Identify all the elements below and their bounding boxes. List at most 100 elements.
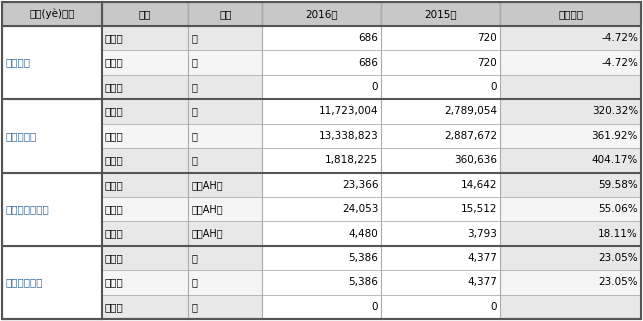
Text: 5,386: 5,386 (349, 277, 378, 287)
Text: 720: 720 (478, 33, 497, 43)
Bar (262, 221, 381, 246)
Bar (381, 2, 500, 26)
Text: 鋰離子動力電池: 鋰離子動力電池 (5, 204, 49, 214)
Bar (500, 75, 641, 99)
Text: 件: 件 (192, 131, 197, 141)
Bar (262, 197, 381, 221)
Text: 生產量: 生產量 (105, 277, 123, 287)
Bar (262, 26, 381, 50)
Bar (188, 50, 262, 75)
Text: 庫存量: 庫存量 (105, 82, 123, 92)
Text: 套: 套 (192, 33, 197, 43)
Bar (188, 75, 262, 99)
Text: 單位: 單位 (219, 9, 231, 19)
Bar (102, 172, 188, 197)
Bar (102, 197, 188, 221)
Text: 件: 件 (192, 107, 197, 117)
Text: 同比增減: 同比增減 (558, 9, 583, 19)
Bar (188, 246, 262, 270)
Text: 686: 686 (359, 33, 378, 43)
Bar (500, 221, 641, 246)
Bar (102, 295, 188, 319)
Text: 件: 件 (192, 253, 197, 263)
Text: 59.58%: 59.58% (598, 180, 638, 190)
Text: 4,377: 4,377 (467, 277, 497, 287)
Text: 0: 0 (372, 82, 378, 92)
Bar (102, 99, 188, 124)
Text: 14,642: 14,642 (461, 180, 497, 190)
Text: 銷售量: 銷售量 (105, 180, 123, 190)
Bar (381, 221, 500, 246)
Text: 404.17%: 404.17% (592, 155, 638, 165)
Text: （萬AH）: （萬AH） (192, 204, 223, 214)
Text: 行業(yè)分類: 行業(yè)分類 (29, 9, 75, 19)
Text: 4,480: 4,480 (349, 229, 378, 239)
Bar (188, 221, 262, 246)
Bar (381, 172, 500, 197)
Text: 23.05%: 23.05% (599, 253, 638, 263)
Bar (381, 50, 500, 75)
Bar (500, 270, 641, 295)
Bar (188, 148, 262, 172)
Bar (381, 197, 500, 221)
Bar (188, 270, 262, 295)
Text: 2016年: 2016年 (305, 9, 338, 19)
Bar (102, 26, 188, 50)
Text: 2,887,672: 2,887,672 (444, 131, 497, 141)
Text: 4,377: 4,377 (467, 253, 497, 263)
Bar (188, 99, 262, 124)
Text: 套: 套 (192, 82, 197, 92)
Text: 24,053: 24,053 (342, 204, 378, 214)
Text: 23,366: 23,366 (342, 180, 378, 190)
Bar (500, 26, 641, 50)
Text: 361.92%: 361.92% (592, 131, 638, 141)
Bar (500, 99, 641, 124)
Text: 生產量: 生產量 (105, 131, 123, 141)
Bar (188, 172, 262, 197)
Text: 0: 0 (372, 302, 378, 312)
Bar (188, 295, 262, 319)
Bar (102, 75, 188, 99)
Text: 件: 件 (192, 302, 197, 312)
Text: 360,636: 360,636 (455, 155, 497, 165)
Text: 3,793: 3,793 (467, 229, 497, 239)
Bar (500, 50, 641, 75)
Text: 套: 套 (192, 58, 197, 68)
Text: 生產量: 生產量 (105, 58, 123, 68)
Text: 55.06%: 55.06% (599, 204, 638, 214)
Text: 5,386: 5,386 (349, 253, 378, 263)
Bar (262, 172, 381, 197)
Text: 0: 0 (491, 82, 497, 92)
Bar (188, 26, 262, 50)
Bar (500, 295, 641, 319)
Text: 720: 720 (478, 58, 497, 68)
Bar (500, 148, 641, 172)
Text: 11,723,004: 11,723,004 (319, 107, 378, 117)
Bar (262, 2, 381, 26)
Bar (102, 246, 188, 270)
Bar (188, 124, 262, 148)
Bar (500, 197, 641, 221)
Bar (381, 26, 500, 50)
Text: 2,789,054: 2,789,054 (444, 107, 497, 117)
Bar (262, 148, 381, 172)
Text: -4.72%: -4.72% (601, 58, 638, 68)
Text: 13,338,823: 13,338,823 (319, 131, 378, 141)
Bar (262, 50, 381, 75)
Bar (262, 246, 381, 270)
Text: 2015年: 2015年 (424, 9, 457, 19)
Text: 320.32%: 320.32% (592, 107, 638, 117)
Bar (381, 295, 500, 319)
Bar (262, 270, 381, 295)
Text: 項目: 項目 (139, 9, 151, 19)
Text: 生產量: 生產量 (105, 204, 123, 214)
Bar (262, 75, 381, 99)
Text: 18.11%: 18.11% (598, 229, 638, 239)
Text: 23.05%: 23.05% (599, 277, 638, 287)
Bar (500, 172, 641, 197)
Text: 庫存量: 庫存量 (105, 229, 123, 239)
Text: 汽車模具: 汽車模具 (5, 58, 30, 68)
Bar (262, 295, 381, 319)
Bar (102, 148, 188, 172)
Text: 庫存量: 庫存量 (105, 155, 123, 165)
